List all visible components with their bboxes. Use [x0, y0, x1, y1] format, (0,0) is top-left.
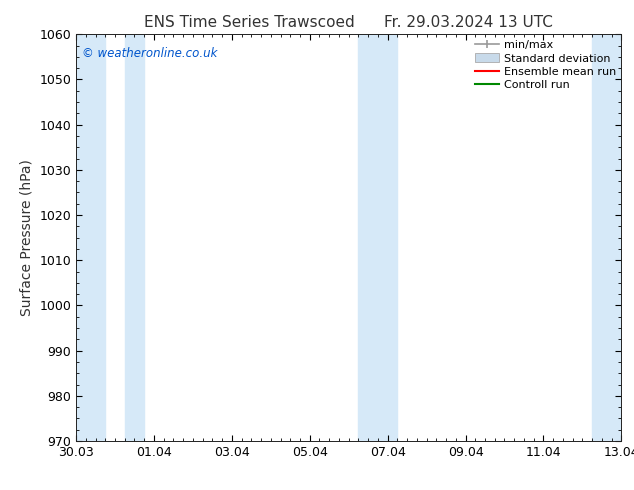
Bar: [358, 34, 398, 441]
Text: © weatheronline.co.uk: © weatheronline.co.uk: [82, 47, 217, 59]
Bar: [592, 34, 621, 441]
Bar: [125, 34, 144, 441]
Bar: [76, 34, 105, 441]
Title: ENS Time Series Trawscoed      Fr. 29.03.2024 13 UTC: ENS Time Series Trawscoed Fr. 29.03.2024…: [145, 15, 553, 30]
Legend: min/max, Standard deviation, Ensemble mean run, Controll run: min/max, Standard deviation, Ensemble me…: [472, 38, 618, 92]
Y-axis label: Surface Pressure (hPa): Surface Pressure (hPa): [20, 159, 34, 316]
